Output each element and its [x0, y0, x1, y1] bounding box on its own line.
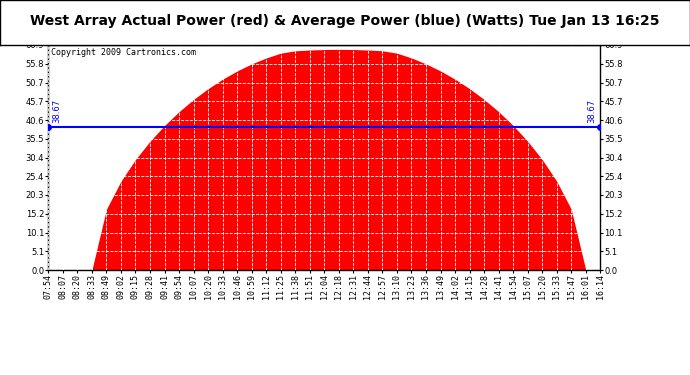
Text: 38.67: 38.67: [587, 99, 596, 123]
Text: West Array Actual Power (red) & Average Power (blue) (Watts) Tue Jan 13 16:25: West Array Actual Power (red) & Average …: [30, 13, 660, 28]
Text: Copyright 2009 Cartronics.com: Copyright 2009 Cartronics.com: [51, 48, 196, 57]
Text: 38.67: 38.67: [52, 99, 61, 123]
